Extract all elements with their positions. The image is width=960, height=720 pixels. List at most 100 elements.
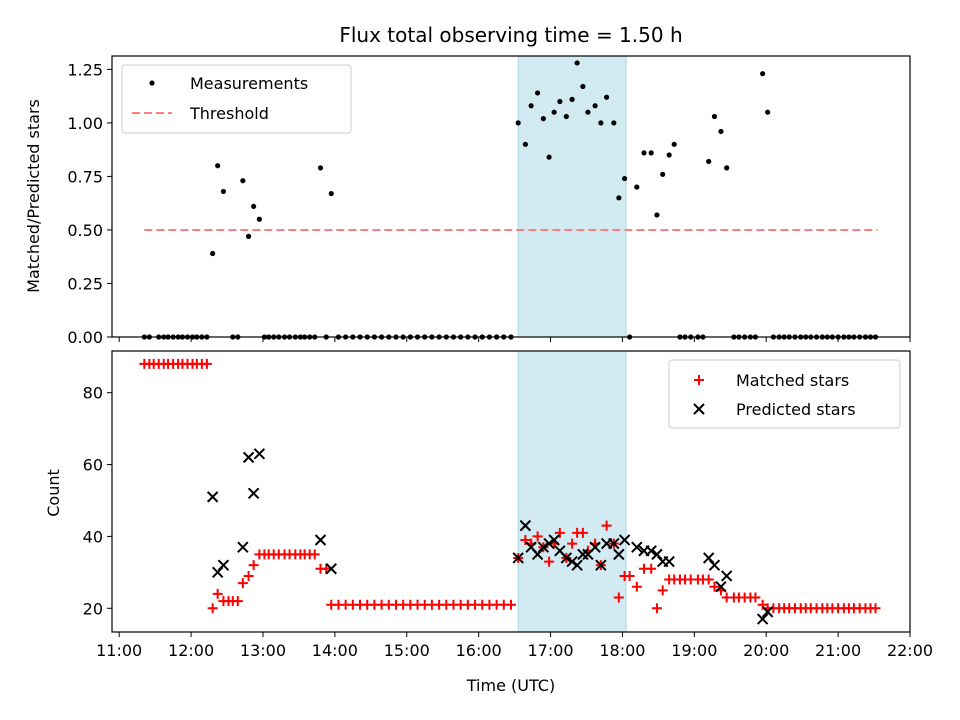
bottom-legend: Matched stars Predicted stars [668,359,901,429]
data-point [646,563,657,574]
bottom-x-tick-label: 11:00 [96,641,142,660]
legend-box [121,64,352,134]
data-point [660,171,666,177]
data-point [580,83,586,90]
series-predicted-stars [206,448,774,625]
data-point [571,559,583,571]
data-point [212,588,223,599]
data-point [756,613,769,625]
data-point [604,94,610,100]
data-point [242,451,255,464]
chart-title: Flux total observing time = 1.50 h [339,23,682,47]
data-point [220,188,227,195]
data-point [706,158,712,165]
data-point [624,570,635,581]
data-point [309,549,320,560]
legend-marker-matched [694,375,704,385]
data-point [569,96,575,102]
data-point [237,541,249,553]
data-point [618,534,631,546]
legend-box [668,359,901,429]
data-point [760,71,766,77]
data-point [317,165,324,171]
data-point [702,552,715,564]
top-y-tick-label: 0.75 [67,167,103,186]
data-point [560,552,573,564]
data-point [761,606,774,618]
bottom-x-tick-label: 21:00 [815,641,861,660]
data-point [207,603,218,614]
data-point [215,163,221,169]
data-point [574,60,580,66]
top-shaded-span [517,55,627,338]
bottom-x-tick-label: 12:00 [168,641,214,660]
top-y-tick-label: 0.50 [67,221,103,240]
data-point [654,212,660,218]
data-point [703,574,714,585]
data-point [585,109,591,115]
data-point [328,190,334,197]
data-point [528,103,534,109]
data-point [651,548,663,561]
series-matched-stars [139,358,881,614]
data-point [595,559,607,571]
data-point [577,527,588,538]
series-measurements [141,60,879,340]
data-point [724,165,730,171]
data-point [641,150,647,156]
x-axis-label: Time (UTC) [466,676,555,695]
data-point [548,534,560,546]
data-point [520,535,531,546]
data-point [648,150,654,156]
data-point [210,250,216,257]
top-axes-frame [111,55,911,338]
data-point [708,559,721,571]
legend-label-predicted: Predicted stars [736,400,856,419]
data-point [237,578,248,589]
data-point [616,195,622,201]
data-point [248,560,259,571]
bottom-x-tick-label: 16:00 [456,641,502,660]
data-point [601,520,612,531]
bottom-x-tick-label: 19:00 [671,641,717,660]
data-point [750,592,761,603]
data-point [651,603,662,614]
top-y-tick-label: 1.25 [67,60,103,79]
data-point [645,545,657,557]
data-point [608,537,620,550]
top-panel: 0.00 0.25 0.50 0.75 1.00 1.25 Measurements Thre… [67,55,911,347]
top-legend: Measurements Threshold [121,64,352,134]
data-point [211,566,224,579]
data-point [217,559,230,571]
bottom-y-tick-label: 80 [83,384,103,403]
data-point [551,109,557,115]
data-point [253,448,266,460]
data-point [532,531,543,542]
bottom-x-tick-label: 13:00 [240,641,286,660]
data-point [613,592,624,603]
legend-marker-measurements [149,80,155,86]
data-point [765,109,771,115]
data-point [256,216,262,222]
data-point [563,113,569,120]
top-y-tick-label: 1.00 [67,114,103,133]
top-y-tick-label: 0.00 [67,328,103,347]
data-point [631,541,643,553]
legend-label-measurements: Measurements [190,74,308,93]
bottom-y-tick-label: 20 [83,599,103,618]
data-point [554,527,565,538]
data-point [325,563,337,575]
data-point [540,116,546,122]
data-point [245,233,252,239]
data-point [206,491,219,503]
data-point [321,563,332,574]
data-point [567,538,578,549]
bottom-shaded-span [517,350,627,633]
data-point [243,570,254,581]
top-y-tick-label: 0.25 [67,274,103,293]
data-point [566,555,578,568]
data-point [709,581,720,592]
bottom-panel: 20 40 60 80 11:00 12:00 13:00 14:00 15:00 16:00 17… [83,350,933,660]
data-point [232,596,243,607]
